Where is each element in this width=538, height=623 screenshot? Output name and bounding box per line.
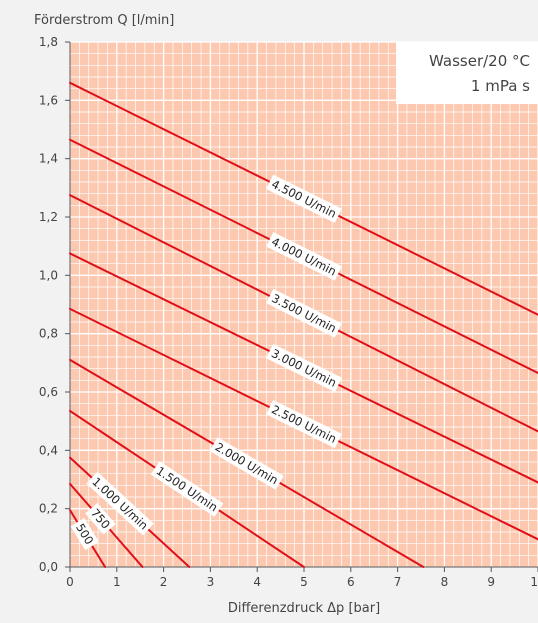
x-tick-label: 8	[441, 575, 449, 589]
x-tick-label: 4	[253, 575, 261, 589]
series-label-background	[70, 517, 99, 551]
series-label-background	[150, 461, 224, 517]
series-label-background	[85, 502, 116, 535]
y-tick-label: 0,2	[39, 502, 58, 516]
series-label-background	[209, 437, 284, 490]
x-axis-label: Differenzdruck Δp [bar]	[228, 601, 380, 616]
y-tick-label: 0,6	[39, 385, 58, 399]
info-box: Wasser/20 °C 1 mPa s	[396, 42, 538, 104]
x-tick-label: 9	[487, 575, 495, 589]
x-tick-label: 6	[347, 575, 355, 589]
series-label-background	[266, 288, 342, 338]
series-label-background	[266, 174, 342, 223]
info-box-medium: Wasser/20 °C	[429, 52, 530, 70]
y-tick-label: 0,8	[39, 327, 58, 341]
x-tick-label: 0	[66, 575, 74, 589]
series-label-background	[86, 471, 154, 536]
x-tick-label: 5	[300, 575, 308, 589]
y-tick-label: 0,0	[39, 560, 58, 574]
info-box-background	[396, 42, 538, 104]
y-tick-label: 1,0	[39, 268, 58, 282]
y-axis-label: Förderstrom Q [l/min]	[34, 13, 174, 28]
x-tick-label: 7	[394, 575, 402, 589]
x-tick-label: 2	[160, 575, 168, 589]
y-tick-label: 1,4	[39, 152, 58, 166]
y-tick-label: 1,8	[39, 35, 58, 49]
x-tick-label: 3	[207, 575, 215, 589]
tick-labels: 0 1 2 3 4 5 6 7 8 9 10 0,0 0,2 0,4 0,6 0,8 1,0 1,2 1,4 1,6 1…	[39, 35, 538, 589]
series-label-background	[266, 343, 342, 392]
series-label-background	[266, 399, 342, 449]
y-tick-label: 1,2	[39, 210, 58, 224]
info-box-viscosity: 1 mPa s	[471, 77, 530, 95]
y-tick-label: 0,4	[39, 443, 58, 457]
x-tick-label: 10	[530, 575, 538, 589]
y-tick-label: 1,6	[39, 93, 58, 107]
x-tick-label: 1	[113, 575, 121, 589]
series-label-background	[266, 232, 342, 281]
